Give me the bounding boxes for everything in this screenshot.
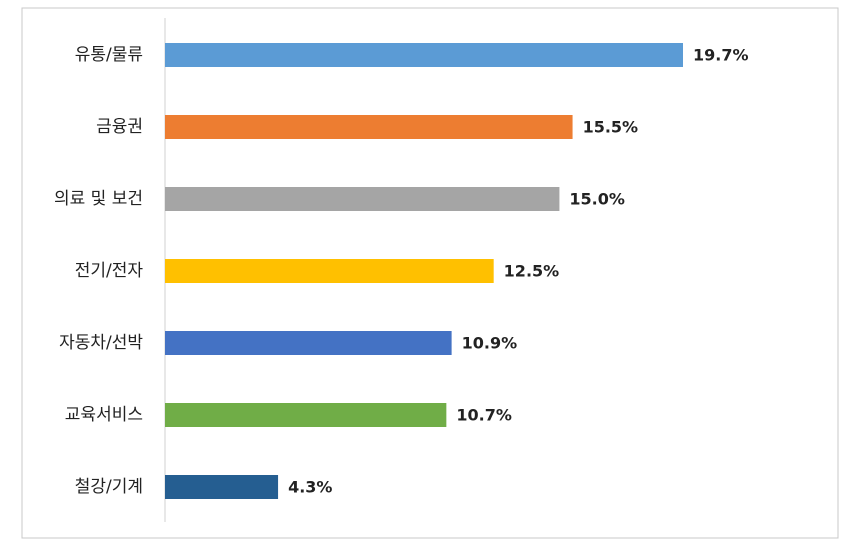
- category-label: 유통/물류: [75, 45, 143, 65]
- bar: [165, 331, 452, 355]
- value-label: 15.5%: [583, 118, 639, 137]
- category-label: 금융권: [96, 117, 143, 137]
- value-label: 19.7%: [693, 46, 749, 65]
- category-label: 전기/전자: [75, 261, 144, 281]
- value-label: 15.0%: [569, 190, 625, 209]
- value-label: 10.9%: [462, 334, 518, 353]
- value-label: 10.7%: [456, 406, 512, 425]
- bar: [165, 115, 573, 139]
- category-label: 철강/기계: [75, 477, 143, 497]
- value-label: 4.3%: [288, 478, 332, 497]
- bar: [165, 475, 279, 499]
- category-label: 자동차/선박: [59, 333, 143, 353]
- bar: [165, 259, 494, 283]
- category-label: 교육서비스: [65, 405, 143, 425]
- bar: [165, 187, 560, 211]
- bar: [165, 43, 683, 67]
- bar: [165, 403, 447, 427]
- value-label: 12.5%: [504, 262, 560, 281]
- category-label: 의료 및 보건: [54, 189, 143, 209]
